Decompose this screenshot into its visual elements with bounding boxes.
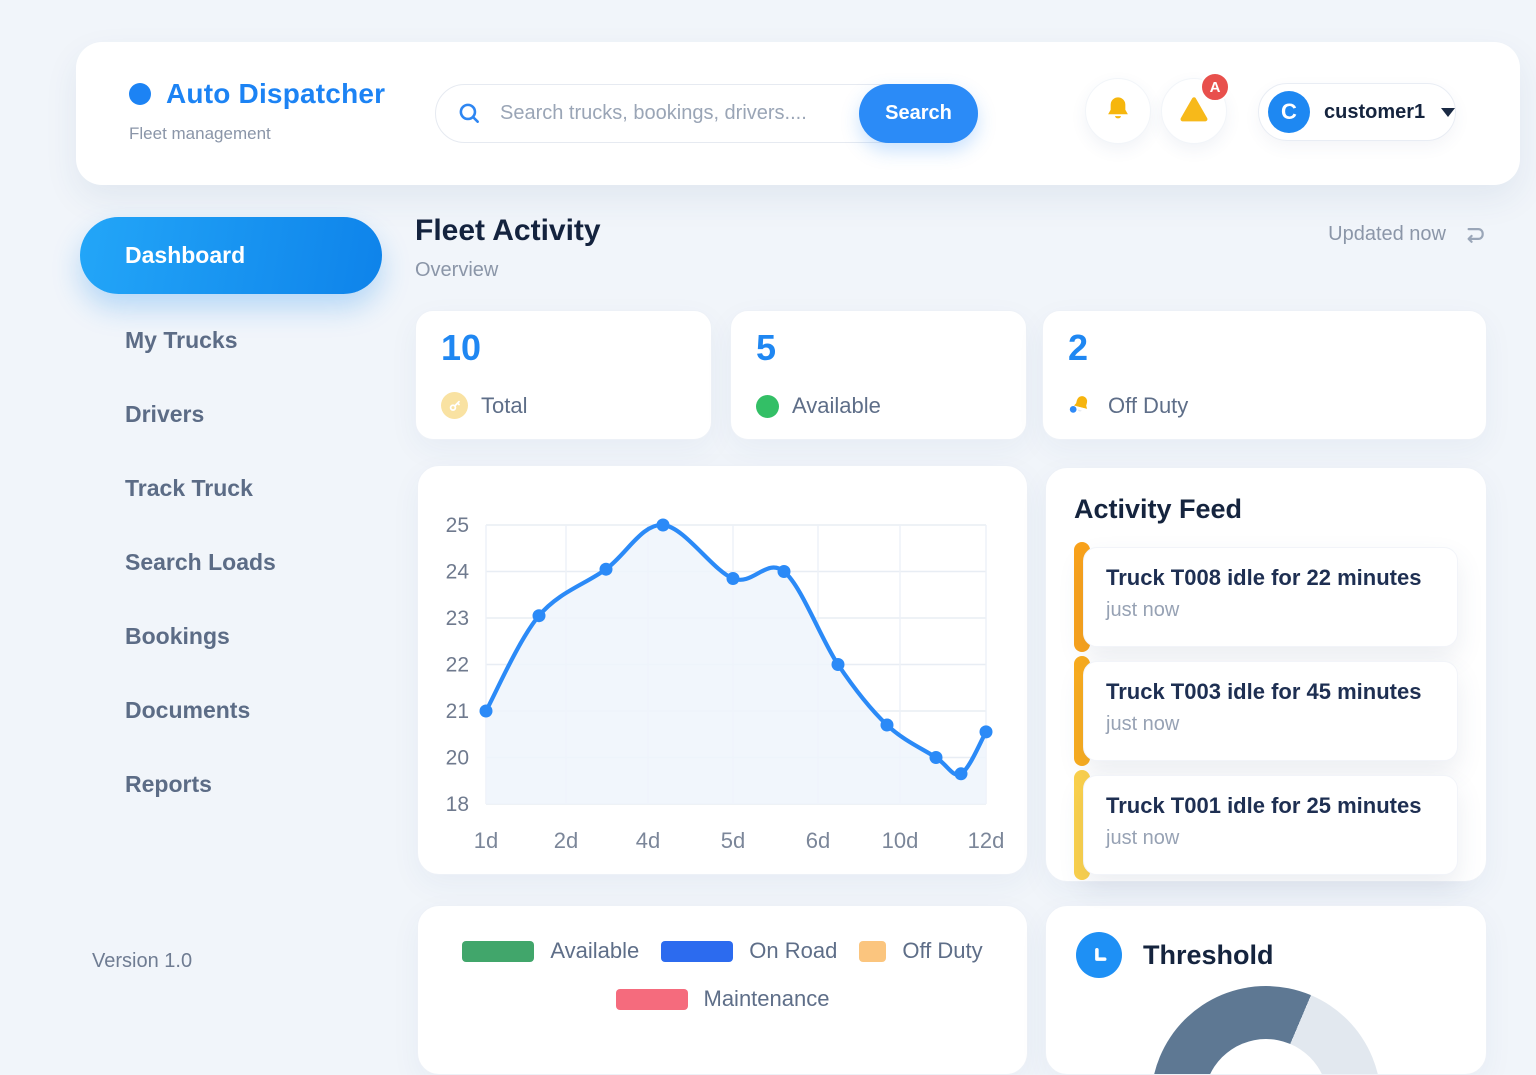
svg-text:22: 22 xyxy=(446,654,469,677)
svg-text:21: 21 xyxy=(446,700,469,723)
header: Auto Dispatcher Fleet management Search xyxy=(76,42,1520,185)
sidebar-item-track-truck[interactable]: Track Truck xyxy=(125,474,253,501)
legend-swatch xyxy=(615,988,688,1010)
svg-text:2d: 2d xyxy=(554,828,578,853)
sidebar-item-bookings[interactable]: Bookings xyxy=(125,622,230,649)
search-button[interactable]: Search xyxy=(859,84,978,143)
stat-value: 2 xyxy=(1068,327,1089,368)
threshold-title: Threshold xyxy=(1143,939,1274,970)
clock-icon xyxy=(1076,932,1122,978)
bell-icon xyxy=(1102,94,1134,129)
svg-text:4d: 4d xyxy=(636,828,660,853)
stat-value: 5 xyxy=(756,327,777,368)
svg-text:20: 20 xyxy=(446,747,469,770)
svg-text:1d: 1d xyxy=(474,828,498,853)
page-title: Fleet Activity xyxy=(415,214,601,247)
svg-text:24: 24 xyxy=(446,561,470,584)
refresh-icon[interactable] xyxy=(1461,221,1487,247)
sidebar-item-reports[interactable]: Reports xyxy=(125,770,212,797)
chevron-down-icon xyxy=(1441,107,1456,117)
feed-item-title: Truck T008 idle for 22 minutes xyxy=(1106,565,1422,590)
version-label: Version 1.0 xyxy=(92,950,193,972)
legend-swatch xyxy=(859,940,887,962)
threshold-gauge xyxy=(1151,986,1381,1074)
updated-status: Updated now xyxy=(1328,221,1487,247)
legend-label: Available xyxy=(550,938,640,963)
brand: Auto Dispatcher Fleet management xyxy=(129,78,385,144)
updated-text: Updated now xyxy=(1328,222,1446,245)
feed-item: Truck T003 idle for 45 minutes just now xyxy=(1074,656,1458,766)
stat-card-off-duty: 2 Off Duty xyxy=(1042,310,1487,440)
feed-item-time: just now xyxy=(1106,599,1180,621)
legend-swatch xyxy=(661,940,734,962)
svg-text:12d: 12d xyxy=(968,828,1005,853)
brand-subtitle: Fleet management xyxy=(129,124,271,143)
stat-value: 10 xyxy=(441,327,482,368)
legend-item-available: Available xyxy=(462,938,639,964)
avatar: C xyxy=(1268,91,1310,133)
feed-item-title: Truck T001 idle for 25 minutes xyxy=(1106,793,1422,818)
svg-text:10d: 10d xyxy=(882,828,919,853)
activity-feed-title: Activity Feed xyxy=(1074,494,1243,524)
stat-label: Available xyxy=(792,393,881,418)
feed-item-time: just now xyxy=(1106,827,1180,849)
svg-text:6d: 6d xyxy=(806,828,830,853)
warning-triangle-icon xyxy=(1177,93,1211,130)
svg-text:18: 18 xyxy=(446,793,469,816)
page-subtitle: Overview xyxy=(415,259,499,281)
svg-text:5d: 5d xyxy=(721,828,745,853)
activity-feed: Activity Feed Truck T008 idle for 22 min… xyxy=(1045,467,1487,882)
bell-snooze-icon xyxy=(1068,392,1095,419)
stat-card-total: 10 Total xyxy=(415,310,712,440)
search-bar: Search xyxy=(435,84,978,143)
legend-label: Maintenance xyxy=(703,986,830,1011)
legend-item-off-duty: Off Duty xyxy=(859,938,983,964)
user-menu[interactable]: C customer1 xyxy=(1258,83,1456,141)
sidebar-item-dashboard[interactable]: Dashboard xyxy=(80,217,382,294)
legend-label: On Road xyxy=(749,938,838,963)
legend-label: Off Duty xyxy=(902,938,983,963)
brand-name: Auto Dispatcher xyxy=(166,78,386,109)
legend-row: Maintenance xyxy=(418,986,1027,1012)
feed-item: Truck T008 idle for 22 minutes just now xyxy=(1074,542,1458,652)
stat-label: Total xyxy=(481,392,528,418)
brand-logo-dot-icon xyxy=(129,83,151,105)
feed-item: Truck T001 idle for 25 minutes just now xyxy=(1074,770,1458,880)
legend-row: Available On Road Off Duty xyxy=(418,938,1027,964)
notifications-button[interactable] xyxy=(1085,78,1151,144)
legend-item-on-road: On Road xyxy=(661,938,837,964)
fleet-activity-chart: 25 24 23 22 21 20 18 1d 2d 4d 5d 6d 10d 12d xyxy=(417,465,1028,875)
stat-label: Off Duty xyxy=(1108,392,1189,418)
search-icon xyxy=(456,100,482,126)
feed-item-title: Truck T003 idle for 45 minutes xyxy=(1106,679,1422,704)
line-chart: 25 24 23 22 21 20 18 1d 2d 4d 5d 6d 10d 12d xyxy=(418,466,1027,881)
legend-swatch xyxy=(462,940,535,962)
sidebar: Dashboard My Trucks Drivers Track Truck Sear… xyxy=(80,217,382,821)
status-legend-card: Available On Road Off Duty Maintenance xyxy=(417,905,1028,1075)
activity-feed-list: Truck T008 idle for 22 minutes just now Tr… xyxy=(1074,542,1458,880)
sidebar-item-search-loads[interactable]: Search Loads xyxy=(125,548,276,575)
svg-text:25: 25 xyxy=(446,514,469,537)
green-dot-icon xyxy=(756,394,779,418)
sidebar-item-drivers[interactable]: Drivers xyxy=(125,400,205,427)
sidebar-item-my-trucks[interactable]: My Trucks xyxy=(125,326,238,353)
svg-text:23: 23 xyxy=(446,607,469,630)
threshold-card: Threshold xyxy=(1045,905,1487,1075)
feed-item-time: just now xyxy=(1106,713,1180,735)
alert-badge: A xyxy=(1200,72,1230,102)
user-name: customer1 xyxy=(1324,100,1426,123)
stat-card-available: 5 Available xyxy=(730,310,1027,440)
key-icon xyxy=(441,392,468,419)
legend-item-maintenance: Maintenance xyxy=(615,986,830,1012)
sidebar-item-documents[interactable]: Documents xyxy=(125,696,251,723)
